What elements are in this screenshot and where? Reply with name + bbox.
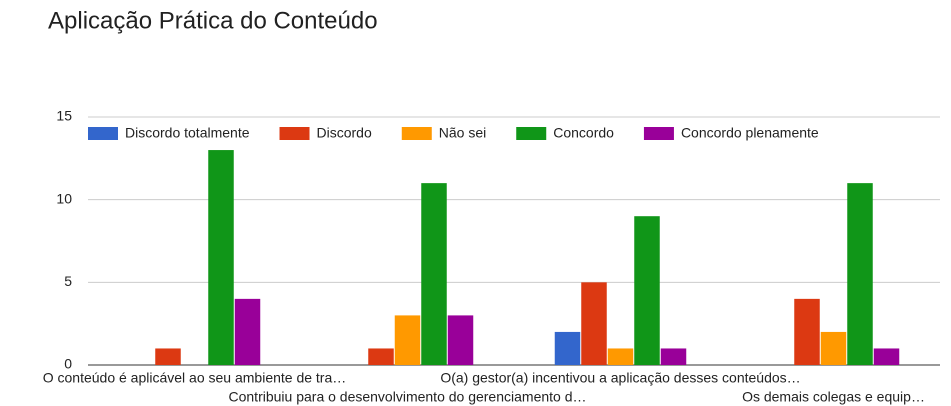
bar (155, 348, 181, 365)
legend-swatch (516, 127, 547, 140)
bar (873, 348, 900, 365)
legend-label: Discordo (317, 125, 372, 141)
legend-label: Concordo (553, 125, 614, 141)
y-tick-label: 10 (56, 190, 72, 206)
bar (554, 331, 581, 365)
bar (847, 183, 873, 365)
y-tick-label: 0 (64, 356, 72, 372)
bar (208, 150, 234, 365)
bar (368, 348, 394, 365)
legend-swatch (401, 127, 432, 140)
bar (820, 331, 847, 365)
bar (634, 216, 660, 365)
legend-swatch (643, 127, 674, 140)
x-tick-label: O conteúdo é aplicável ao seu ambiente d… (43, 370, 347, 386)
legend-label: Discordo totalmente (125, 125, 250, 141)
legend-swatch (88, 127, 118, 140)
bar (421, 183, 447, 365)
x-tick-label: Contribuiu para o desenvolvimento do ger… (229, 389, 587, 405)
y-tick-label: 15 (56, 108, 72, 124)
legend-label: Concordo plenamente (681, 125, 819, 141)
x-tick-label: Os demais colegas e equip… (742, 389, 925, 405)
legend-swatch (279, 127, 310, 140)
y-tick-label: 5 (64, 273, 72, 289)
bar (607, 348, 634, 365)
bar (794, 298, 820, 365)
bar (581, 282, 607, 365)
bar (234, 298, 261, 365)
bar (394, 315, 421, 365)
chart-title: Aplicação Prática do Conteúdo (48, 7, 378, 34)
bar (660, 348, 687, 365)
bar (447, 315, 474, 365)
x-tick-label: O(a) gestor(a) incentivou a aplicação de… (440, 370, 800, 386)
legend-label: Não sei (439, 125, 486, 141)
